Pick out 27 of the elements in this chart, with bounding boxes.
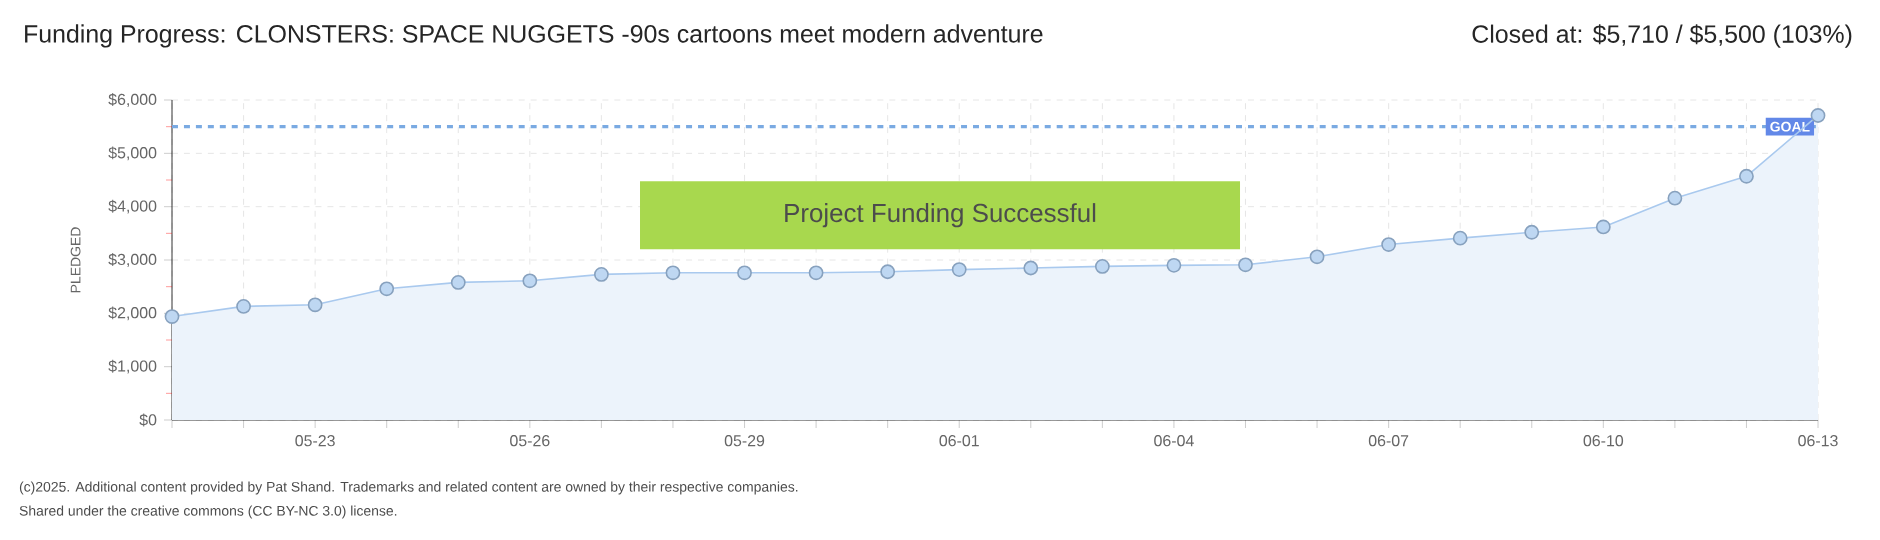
point	[737, 265, 752, 281]
annotation: Project Funding Successful	[785, 203, 1096, 228]
point	[379, 281, 395, 297]
point	[1023, 260, 1039, 276]
point	[594, 267, 609, 282]
point	[1739, 168, 1754, 184]
point	[808, 265, 824, 281]
chart-title: Funding Progress: CLONSTERS: SPACE NUGGETS -90s cartoons meet modern adventure	[25, 24, 1043, 48]
point	[450, 275, 466, 290]
point	[1381, 237, 1397, 252]
point	[1452, 230, 1468, 246]
point	[1238, 257, 1253, 273]
point	[665, 265, 681, 281]
point	[522, 273, 538, 289]
point	[1810, 108, 1826, 123]
point	[1094, 259, 1110, 274]
point	[1166, 257, 1182, 273]
point	[1309, 249, 1325, 265]
point	[880, 264, 896, 280]
point	[1667, 190, 1683, 206]
point	[1595, 219, 1611, 235]
point	[164, 309, 180, 324]
point	[1524, 224, 1540, 240]
point	[307, 297, 323, 313]
point	[236, 299, 251, 314]
point	[951, 262, 967, 277]
text: Closed at: $5,710 / $5,500 (103%)	[1472, 24, 1852, 48]
